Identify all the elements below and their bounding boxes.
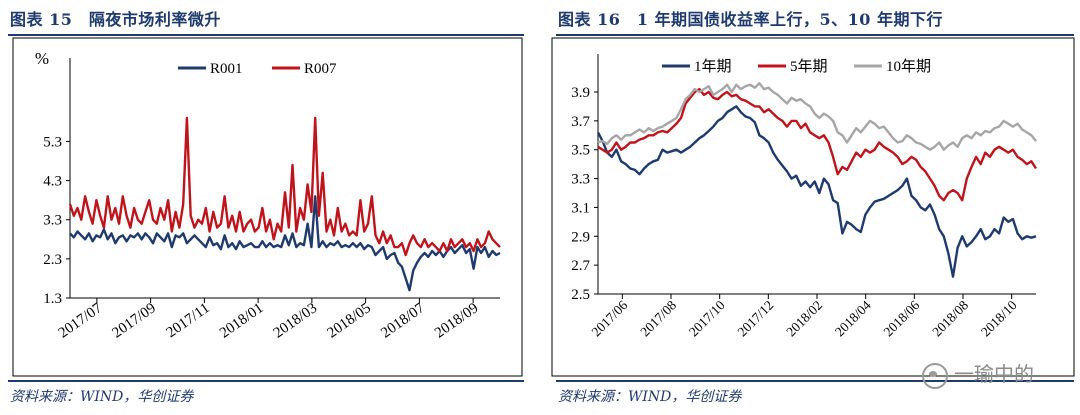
x-tick-label: 2018/05 [324, 300, 373, 341]
plot-frame [551, 37, 1075, 377]
x-tick-label: 2018/01 [217, 300, 266, 341]
wechat-icon [922, 362, 948, 389]
y-tick-label: 2.5 [571, 287, 590, 303]
series-line [68, 116, 501, 257]
series-line [597, 82, 1037, 151]
x-tick-label: 2018/08 [929, 297, 971, 339]
series-line [69, 195, 501, 292]
x-tick-label: 2018/04 [832, 297, 874, 339]
y-tick-label: 1.3 [43, 291, 62, 307]
y-tick-label: 2.3 [43, 252, 62, 268]
y-tick-label: 4.3 [43, 174, 62, 190]
x-tick-label: 2018/02 [783, 298, 825, 340]
y-tick-label: 3.3 [571, 172, 590, 188]
x-tick-label: 2018/09 [432, 300, 481, 341]
y-tick-label: 3.5 [571, 143, 590, 159]
legend-label: R007 [304, 61, 337, 77]
chart-panel-overnight: 图表 15 隔夜市场利率微升 5.3 4.3 3.3 2.3 1.3% 2017/07 20… [0, 0, 530, 415]
chart-source: 资料来源：WIND，华创证券 [10, 389, 194, 405]
x-tick-label: 2017/10 [686, 297, 728, 339]
divider [556, 34, 1074, 36]
watermark-text: 一瑜中的 [954, 362, 1034, 386]
chart-source: 资料来源：WIND，华创证券 [558, 389, 742, 405]
series-line [596, 105, 1037, 278]
x-tick-label: 2018/03 [271, 300, 320, 341]
x-tick-label: 2017/12 [735, 298, 777, 340]
legend-label: 10年期 [886, 58, 931, 75]
watermark: 一瑜中的 [922, 358, 1034, 389]
chart-title: 图表 16 1 年期国债收益率上行，5、10 年期下行 [558, 10, 944, 29]
chart-panel-treasury: 图表 16 1 年期国债收益率上行，5、10 年期下行 3.9 3.7 3.5 3.3… [548, 0, 1080, 415]
overnight-rate-chart: 5.34.33.32.31.3%2017/07 2017/09 2017/11 201… [12, 37, 523, 377]
divider [8, 380, 524, 382]
x-tick-label: 2018/06 [881, 297, 923, 339]
y-axis-label: % [35, 49, 49, 68]
divider [556, 380, 1074, 382]
y-tick-label: 2.9 [571, 229, 590, 245]
plot-frame [12, 37, 523, 377]
y-tick-label: 3.7 [571, 114, 590, 130]
series-line [597, 87, 1038, 202]
x-tick-label: 2018/10 [978, 297, 1020, 339]
y-tick-label: 3.9 [571, 85, 590, 101]
x-tick-label: 2017/11 [164, 300, 213, 341]
x-tick-label: 2018/07 [378, 300, 428, 342]
x-tick-label: 2017/08 [637, 297, 679, 339]
x-tick-label: 2017/07 [56, 300, 106, 342]
y-tick-label: 2.7 [571, 258, 590, 274]
y-tick-label: 3.1 [571, 200, 590, 216]
chart-title: 图表 15 隔夜市场利率微升 [10, 10, 221, 29]
x-tick-label: 2017/06 [589, 297, 631, 339]
y-tick-label: 5.3 [43, 134, 62, 150]
divider [8, 34, 524, 36]
legend-label: 1年期 [694, 58, 732, 75]
legend-label: R001 [210, 61, 243, 77]
x-tick-label: 2017/09 [109, 300, 158, 341]
legend-label: 5年期 [790, 58, 828, 75]
y-tick-label: 3.3 [43, 213, 62, 229]
